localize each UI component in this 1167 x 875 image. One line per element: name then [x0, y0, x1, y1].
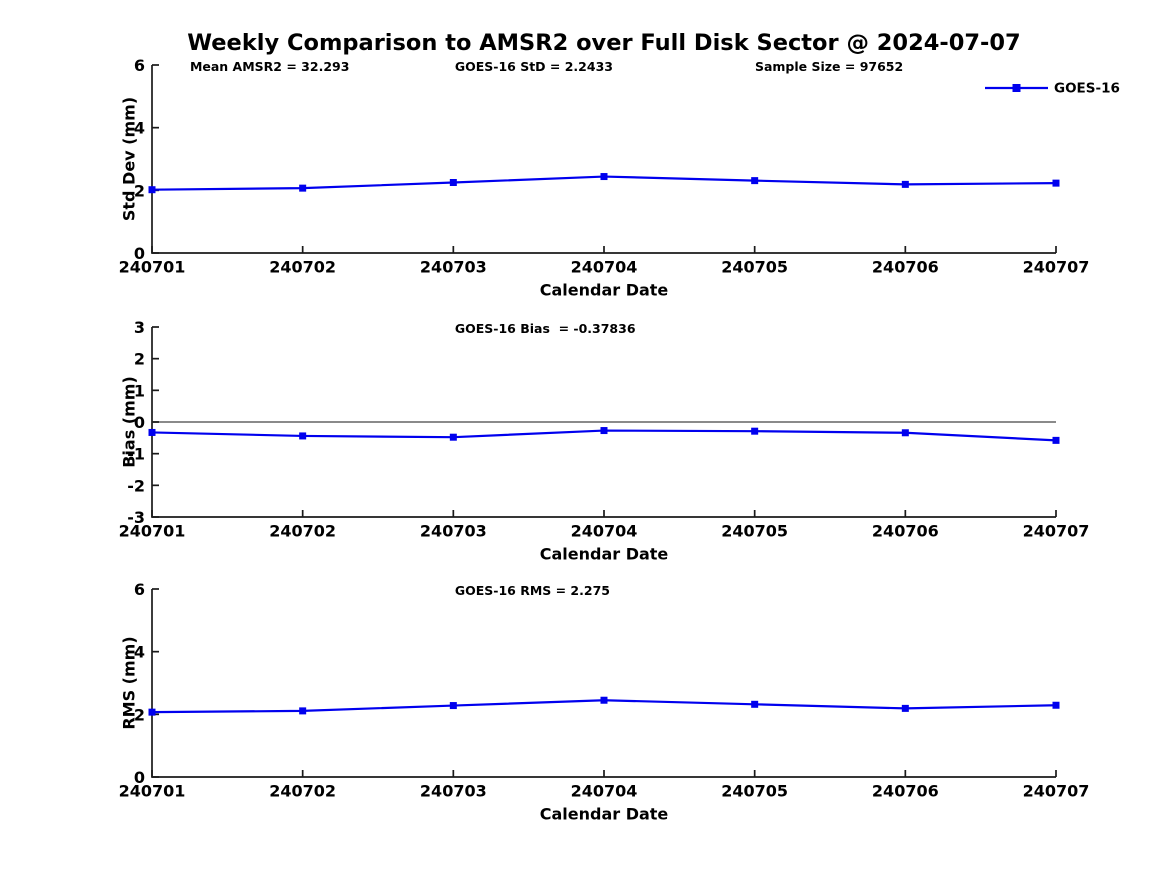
y-tick-label: -2: [127, 476, 145, 495]
y-tick-label: 2: [134, 705, 145, 724]
y-tick-label: 0: [134, 244, 145, 263]
y-tick-label: 1: [134, 381, 145, 400]
legend: GOES-16: [985, 81, 1120, 97]
figure-title: Weekly Comparison to AMSR2 over Full Dis…: [187, 30, 1021, 56]
y-tick-label: 6: [134, 56, 145, 75]
y-tick-label: 6: [134, 580, 145, 599]
bias-marker: [600, 427, 608, 435]
rms-subplot: 240701 240702 240703 240704 240705 240706 2407…: [119, 580, 1090, 824]
x-tick-label: 240707: [1023, 258, 1090, 277]
bias-marker: [901, 429, 909, 437]
x-tick-label: 240702: [269, 782, 336, 801]
std-dev-subplot: 240701 240702 240703 240704 240705 240706 2407…: [119, 56, 1120, 300]
y-tick-label: 2: [134, 181, 145, 200]
bias-annotation: GOES-16 Bias = -0.37836: [455, 321, 636, 336]
x-tick-label: 240705: [721, 782, 788, 801]
std-dev-marker: [901, 180, 909, 188]
std-dev-marker: [1052, 179, 1060, 187]
y-axis-label: Std Dev (mm): [120, 97, 139, 221]
legend-label: GOES-16: [1054, 81, 1120, 97]
y-tick-label: -1: [127, 445, 145, 464]
y-tick-label: 3: [134, 318, 145, 337]
x-tick-label: 240707: [1023, 782, 1090, 801]
x-tick-label: 240705: [721, 522, 788, 541]
legend-marker-sample: [1012, 84, 1021, 92]
std-dev-axes-spines: [151, 65, 1056, 254]
x-tick-label: 240704: [571, 782, 638, 801]
x-tick-label: 240704: [571, 258, 638, 277]
x-tick-label: 240703: [420, 522, 487, 541]
bias-marker: [449, 433, 457, 441]
rms-marker: [449, 702, 457, 710]
rms-marker: [751, 700, 759, 708]
x-axis-label: Calendar Date: [540, 281, 669, 300]
std-dev-marker: [751, 177, 759, 185]
std-dev-marker: [148, 186, 156, 194]
x-tick-label: 240702: [269, 258, 336, 277]
x-tick-label: 240702: [269, 522, 336, 541]
rms-marker: [1052, 701, 1060, 709]
x-tick-label: 240706: [872, 782, 939, 801]
bias-marker: [299, 432, 307, 440]
x-tick-label: 240706: [872, 258, 939, 277]
rms-marker: [901, 704, 909, 712]
x-tick-label: 240704: [571, 522, 638, 541]
std-dev-marker: [299, 184, 307, 192]
bias-subplot: 240701 240702 240703 240704 240705 240706 2407…: [119, 318, 1090, 564]
x-tick-label: 240706: [872, 522, 939, 541]
y-axis-label: Bias (mm): [120, 376, 139, 468]
std-dev-annotation: Sample Size = 97652: [755, 59, 903, 74]
rms-annotation: GOES-16 RMS = 2.275: [455, 583, 610, 598]
y-tick-label: 2: [134, 350, 145, 369]
bias-marker: [148, 428, 156, 436]
y-tick-label: 4: [134, 119, 145, 138]
x-tick-label: 240701: [119, 522, 186, 541]
x-tick-label: 240701: [119, 782, 186, 801]
x-tick-label: 240701: [119, 258, 186, 277]
std-dev-annotation: Mean AMSR2 = 32.293: [190, 59, 349, 74]
std-dev-marker: [600, 173, 608, 181]
rms-marker: [600, 696, 608, 704]
std-dev-marker: [449, 179, 457, 186]
x-tick-label: 240705: [721, 258, 788, 277]
std-dev-annotation: GOES-16 StD = 2.2433: [455, 59, 613, 74]
rms-marker: [299, 707, 307, 715]
y-tick-label: -3: [127, 508, 145, 527]
y-tick-label: 4: [134, 643, 145, 662]
bias-marker: [751, 427, 759, 435]
x-axis-label: Calendar Date: [540, 545, 669, 564]
x-tick-label: 240703: [420, 258, 487, 277]
rms-axes-spines: [151, 589, 1056, 778]
y-axis-label: RMS (mm): [120, 636, 139, 729]
y-tick-label: 0: [134, 768, 145, 787]
rms-marker: [148, 708, 156, 716]
bias-marker: [1052, 436, 1060, 444]
x-tick-label: 240703: [420, 782, 487, 801]
x-tick-label: 240707: [1023, 522, 1090, 541]
x-axis-label: Calendar Date: [540, 805, 669, 824]
y-tick-label: 0: [134, 413, 145, 432]
